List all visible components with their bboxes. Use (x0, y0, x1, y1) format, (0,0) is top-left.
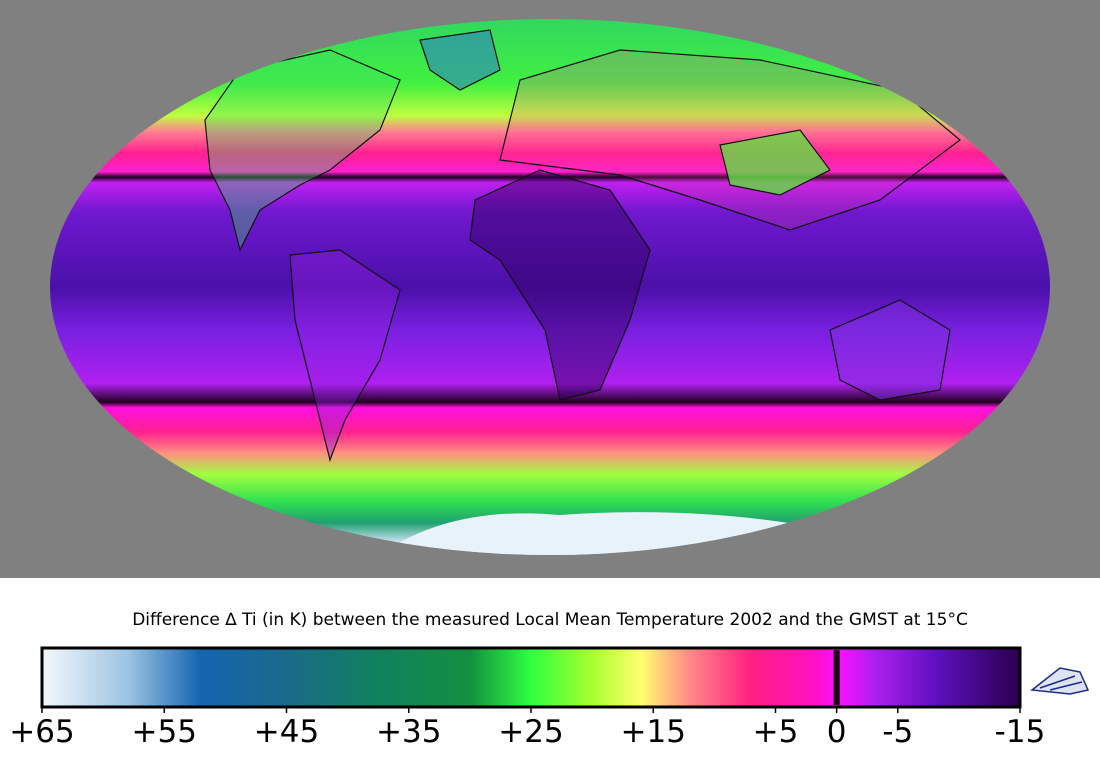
colorbar-tick-label: +65 (9, 714, 74, 750)
colorbar-tick-label: +35 (376, 714, 441, 750)
colorbar-tick-label: +45 (254, 714, 319, 750)
world-map (50, 19, 1050, 555)
colorbar-tick-label: +55 (132, 714, 197, 750)
colorbar-tick-label: -5 (882, 714, 913, 750)
colorbar-tick-label: -15 (995, 714, 1046, 750)
coastlines (204, 29, 961, 463)
colorbar (40, 646, 1022, 713)
zero-marker (833, 650, 840, 705)
temperature-field (50, 19, 1050, 555)
colorbar-gradient (40, 646, 1022, 709)
colorbar-tick-label: 0 (827, 714, 847, 750)
logo (1030, 667, 1090, 695)
caption: Difference ∆ Ti (in K) between the measu… (132, 610, 968, 630)
colorbar-tick-label: +15 (621, 714, 686, 750)
colorbar-tick-label: +5 (753, 714, 799, 750)
colorbar-tick-label: +25 (498, 714, 563, 750)
